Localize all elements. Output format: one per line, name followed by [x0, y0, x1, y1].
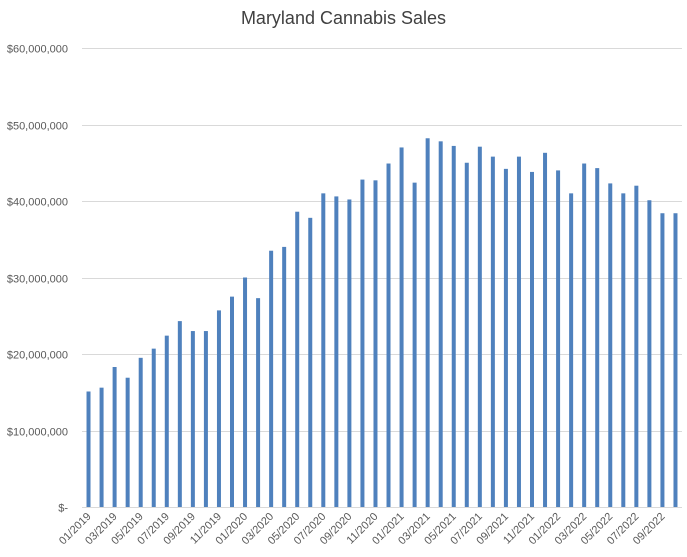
y-tick-label: $50,000,000 — [7, 121, 68, 133]
bar — [503, 168, 508, 507]
bar — [516, 156, 521, 507]
y-tick-label: $60,000,000 — [7, 44, 68, 56]
bar — [99, 387, 104, 507]
bar — [556, 170, 561, 507]
bar — [634, 185, 639, 507]
bar — [530, 171, 534, 507]
bar — [412, 182, 417, 507]
bar — [360, 179, 365, 507]
bar — [203, 331, 208, 507]
bar — [230, 296, 234, 508]
bar — [464, 162, 469, 507]
bar — [373, 180, 378, 507]
bar — [151, 348, 156, 507]
bar — [660, 213, 665, 508]
bar — [673, 213, 678, 508]
bar — [164, 335, 169, 507]
bar — [308, 217, 313, 507]
bar — [243, 277, 248, 507]
bar — [269, 250, 274, 507]
bar — [282, 246, 287, 507]
bar-series — [86, 138, 678, 508]
bar — [543, 152, 548, 507]
bar — [477, 146, 482, 507]
bar — [647, 200, 652, 508]
bar — [438, 141, 443, 507]
bar — [490, 156, 495, 507]
y-tick-label: $30,000,000 — [7, 274, 68, 286]
bar — [295, 211, 300, 507]
y-tick-label: $40,000,000 — [7, 197, 68, 209]
chart-title: Maryland Cannabis Sales — [240, 8, 447, 28]
bar — [138, 357, 143, 507]
bar — [582, 163, 587, 507]
bar — [256, 298, 261, 507]
grid-layer — [82, 48, 682, 508]
bar — [425, 138, 430, 507]
bar — [621, 193, 626, 507]
bar — [177, 321, 182, 507]
bar — [451, 145, 456, 508]
bar — [216, 310, 221, 507]
bar — [608, 183, 613, 507]
y-tick-label: $- — [58, 503, 68, 515]
bar — [399, 147, 404, 507]
bar — [86, 391, 91, 507]
bar — [569, 193, 574, 507]
y-tick-label: $10,000,000 — [7, 427, 68, 439]
y-axis-ticks: $- $10,000,000 $20,000,000 $30,000,000 $40,0… — [7, 44, 69, 515]
bar — [334, 196, 339, 507]
bar — [347, 199, 352, 507]
bar — [112, 367, 117, 507]
y-tick-label: $20,000,000 — [7, 350, 68, 362]
bar — [125, 377, 130, 507]
bar — [321, 193, 326, 507]
bar — [190, 331, 195, 507]
bar — [386, 163, 391, 507]
x-axis-ticks: 01/201903/201905/201907/201909/201911/20… — [57, 511, 668, 548]
bar — [595, 168, 600, 508]
